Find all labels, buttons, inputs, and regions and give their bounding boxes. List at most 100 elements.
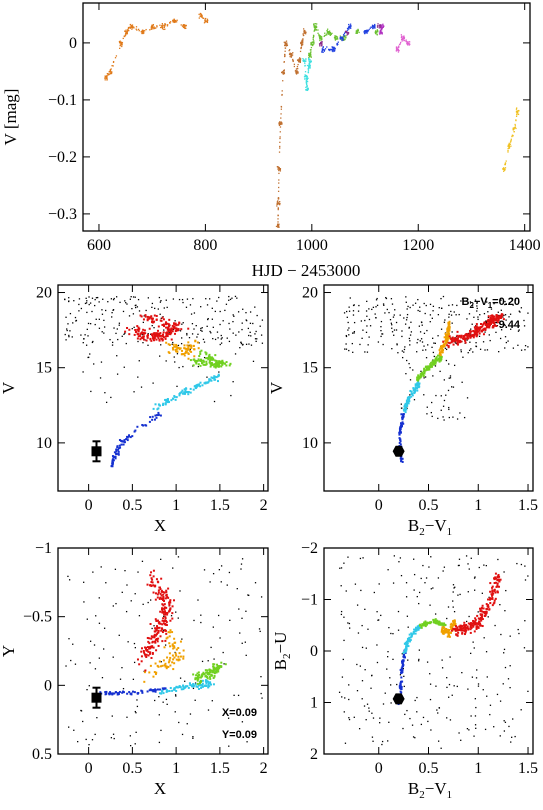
field-star [436, 709, 438, 711]
y-tick-label: −2 [301, 540, 318, 557]
light-curve-point [365, 32, 367, 34]
field-star [179, 677, 182, 679]
field-star [381, 333, 383, 335]
star-point [472, 625, 475, 628]
star-point [210, 376, 213, 379]
field-star [207, 317, 209, 320]
star-point [445, 333, 448, 336]
field-star [98, 301, 100, 303]
star-point [488, 320, 491, 323]
star-point [204, 382, 207, 385]
field-star [392, 658, 394, 661]
field-star [90, 390, 92, 393]
star-point [146, 315, 149, 318]
star-point [213, 375, 216, 378]
light-curve-point [342, 34, 345, 36]
field-star [74, 663, 77, 665]
light-curve-point [310, 53, 312, 56]
field-star [404, 346, 406, 348]
light-curve-point [298, 59, 300, 61]
field-star [516, 562, 518, 565]
field-star [437, 335, 439, 337]
x-tick-label: 0.5 [122, 497, 142, 514]
star-point [484, 327, 487, 330]
field-star [115, 332, 117, 335]
light-curve-point [402, 38, 404, 40]
star-point [211, 377, 214, 380]
field-star [473, 316, 475, 318]
star-point [145, 339, 148, 342]
field-star [174, 651, 176, 654]
star-point [502, 318, 505, 321]
star-point [187, 341, 190, 344]
star-point [195, 674, 198, 677]
star-point [183, 686, 186, 689]
star-point [180, 328, 183, 331]
light-curve-point [398, 43, 401, 46]
light-curve-point [109, 69, 111, 72]
field-star [217, 337, 219, 339]
field-star [87, 335, 89, 337]
field-star [379, 717, 381, 719]
star-point [157, 589, 160, 592]
field-star [448, 408, 450, 411]
field-star [213, 658, 215, 660]
field-star [499, 735, 501, 737]
star-point [414, 389, 417, 392]
star-point [146, 319, 149, 322]
field-star [509, 635, 511, 637]
star-point [152, 584, 155, 587]
field-star [524, 345, 527, 347]
field-star [118, 324, 120, 326]
star-point [487, 606, 490, 609]
field-star [219, 323, 221, 326]
star-point [176, 686, 179, 689]
cmd-bv-annotation-color: B2−V1=0.20 [462, 296, 520, 310]
star-point [151, 418, 154, 421]
field-star [78, 310, 80, 312]
light-curve-point [309, 60, 312, 63]
star-point [115, 453, 118, 456]
light-curve-point [307, 77, 309, 79]
light-curve-point [308, 58, 310, 61]
light-curve-point [289, 55, 291, 58]
field-star [375, 299, 378, 301]
star-point [402, 651, 405, 654]
light-curve-point [507, 145, 509, 148]
light-curve-point [514, 123, 516, 126]
star-point [189, 344, 192, 347]
star-point [484, 329, 487, 332]
field-star [409, 344, 411, 346]
light-curve-point [169, 21, 171, 24]
star-point [205, 357, 208, 360]
star-point [156, 596, 159, 599]
star-point [140, 660, 143, 663]
star-point [138, 663, 141, 666]
star-point [163, 620, 166, 623]
field-star [154, 307, 156, 310]
field-star [524, 620, 526, 622]
star-point [399, 430, 402, 433]
light-curve-point [302, 57, 304, 60]
field-star [125, 610, 128, 613]
field-star [348, 310, 351, 312]
star-point [179, 640, 182, 643]
star-point [163, 611, 166, 614]
field-star [201, 327, 203, 329]
star-point [448, 335, 451, 338]
star-point [422, 624, 425, 627]
light-curve-point [349, 25, 351, 27]
star-point [445, 339, 448, 342]
star-point [499, 578, 502, 581]
light-curve-point [339, 35, 341, 37]
light-curve-point [504, 162, 507, 165]
star-point [169, 686, 172, 689]
star-point [168, 659, 171, 662]
field-star [391, 324, 393, 326]
light-curve-point [376, 29, 378, 31]
star-point [410, 632, 413, 635]
light-curve-point [313, 40, 315, 42]
star-point [152, 407, 155, 410]
star-point [196, 341, 199, 344]
star-point [208, 379, 211, 382]
